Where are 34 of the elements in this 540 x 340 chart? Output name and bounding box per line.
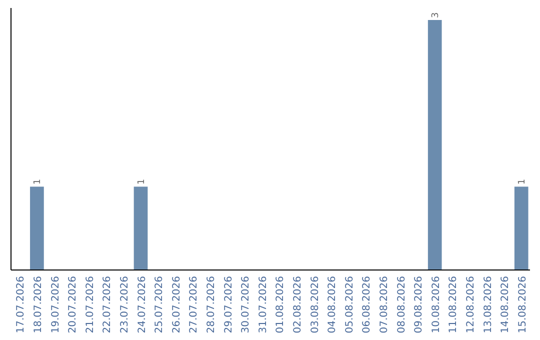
x-tick-label: 17.07.2026 <box>16 276 27 334</box>
x-tick-label: 24.07.2026 <box>136 276 148 334</box>
x-tick-label: 13.08.2026 <box>482 276 494 334</box>
x-tick-label: 31.07.2026 <box>258 276 269 334</box>
x-tick-label: 14.08.2026 <box>500 276 512 334</box>
x-tick-label: 27.07.2026 <box>188 276 200 334</box>
x-tick-label: 18.07.2026 <box>32 276 44 334</box>
x-tick-label: 12.08.2026 <box>465 276 476 334</box>
data-label: 1 <box>136 178 147 185</box>
x-tick-label: 23.07.2026 <box>119 276 130 334</box>
x-tick-label: 04.08.2026 <box>327 276 338 334</box>
x-tick-label: 06.08.2026 <box>362 276 373 334</box>
x-tick-label: 30.07.2026 <box>240 276 252 334</box>
x-tick-label: 11.08.2026 <box>448 276 460 334</box>
x-tick-label: 20.07.2026 <box>68 276 79 334</box>
x-tick-label: 15.08.2026 <box>517 276 528 334</box>
x-tick-label: 03.08.2026 <box>310 276 321 334</box>
x-tick-label: 29.07.2026 <box>223 276 234 334</box>
data-label: 1 <box>517 178 528 185</box>
x-tick-label: 07.08.2026 <box>378 276 390 334</box>
x-tick-label: 02.08.2026 <box>292 276 304 334</box>
x-tick-label: 05.08.2026 <box>344 276 356 334</box>
x-tick-label: 01.08.2026 <box>275 276 286 334</box>
x-tick-label: 10.08.2026 <box>430 276 442 334</box>
x-tick-label: 08.08.2026 <box>396 276 408 334</box>
x-tick-label: 09.08.2026 <box>414 276 425 334</box>
x-tick-label: 21.07.2026 <box>84 276 96 334</box>
x-tick-label: 25.07.2026 <box>154 276 166 334</box>
x-tick-label: 22.07.2026 <box>102 276 114 334</box>
data-label: 3 <box>430 12 441 18</box>
data-label: 1 <box>32 178 43 185</box>
x-tick-label: 28.07.2026 <box>206 276 217 334</box>
x-tick-label: 19.07.2026 <box>50 276 62 334</box>
x-tick-label: 26.07.2026 <box>171 276 182 334</box>
